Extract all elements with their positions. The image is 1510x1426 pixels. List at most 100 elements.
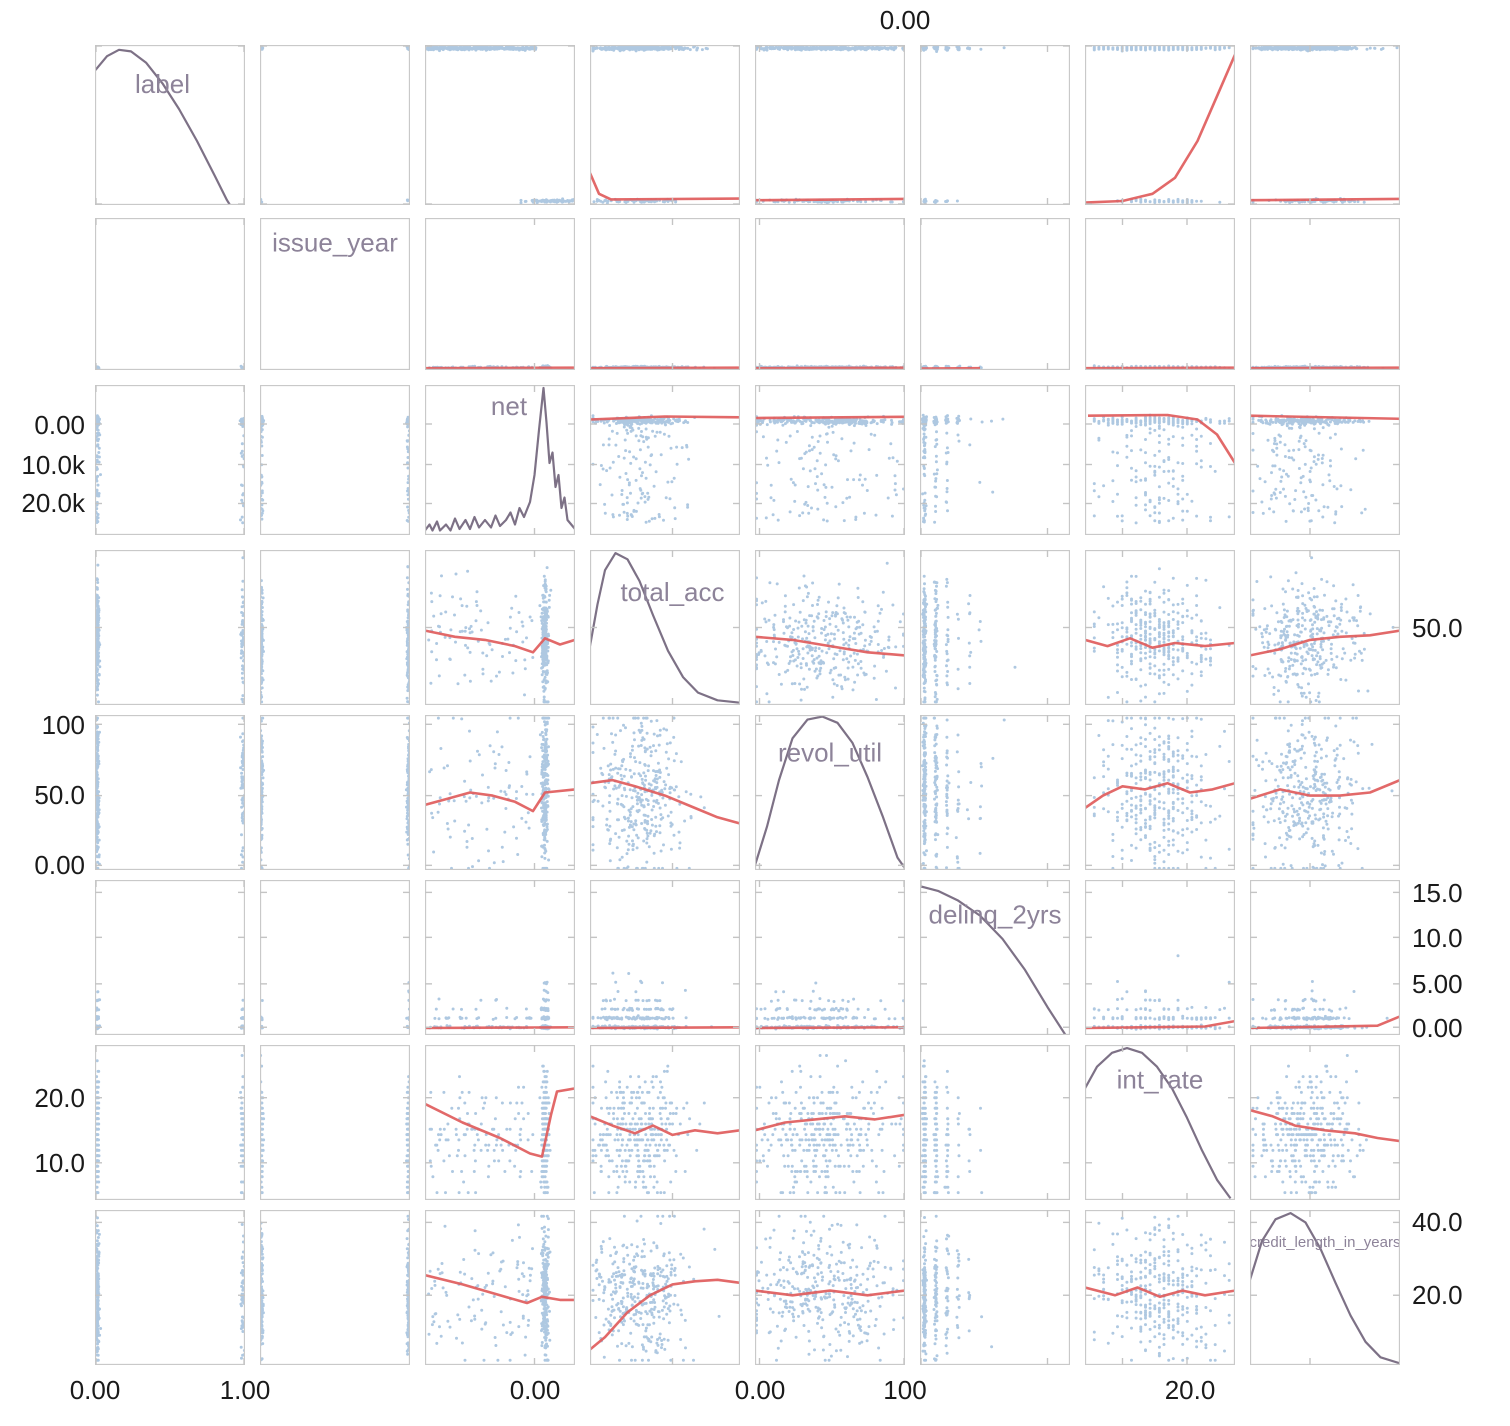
trend-line bbox=[1085, 637, 1235, 649]
matrix-cell-total_acc-vs-label bbox=[95, 550, 245, 705]
cell-border bbox=[755, 715, 905, 870]
trend-line bbox=[590, 1026, 740, 1030]
matrix-cell-int_rate-vs-delinq_2yrs bbox=[920, 1045, 1070, 1200]
matrix-cell-delinq_2yrs-vs-net bbox=[425, 880, 575, 1035]
cell-border bbox=[95, 1210, 245, 1365]
trend-line bbox=[425, 629, 575, 654]
trend-line bbox=[1250, 197, 1400, 202]
matrix-cell-delinq_2yrs-vs-int_rate bbox=[1085, 880, 1235, 1035]
scatter-points bbox=[425, 45, 575, 205]
trend-line bbox=[755, 1289, 905, 1297]
cell-border bbox=[1085, 715, 1235, 870]
matrix-cell-credit_length_in_years-vs-label bbox=[95, 1210, 245, 1365]
cell-border bbox=[920, 218, 1070, 370]
cell-border bbox=[1085, 1210, 1235, 1365]
cell-border bbox=[590, 45, 740, 205]
cell-border bbox=[95, 218, 245, 370]
matrix-cell-total_acc-vs-issue_year bbox=[260, 550, 410, 705]
matrix-cell-int_rate-vs-revol_util bbox=[755, 1045, 905, 1200]
matrix-cell-label-vs-total_acc bbox=[590, 45, 740, 205]
trend-line bbox=[425, 366, 575, 370]
cell-border bbox=[920, 1210, 1070, 1365]
scatter-points bbox=[428, 980, 552, 1031]
matrix-cell-revol_util-vs-int_rate bbox=[1085, 715, 1235, 870]
scatter-points bbox=[428, 716, 551, 870]
matrix-cell-revol_util-vs-issue_year bbox=[260, 715, 410, 870]
scatter-points bbox=[95, 716, 245, 870]
scatter-points bbox=[1251, 1054, 1368, 1195]
matrix-cell-revol_util-vs-delinq_2yrs bbox=[920, 715, 1070, 870]
trend-line bbox=[1250, 1015, 1400, 1030]
trend-line bbox=[755, 197, 905, 202]
matrix-cell-credit_length_in_years-vs-issue_year bbox=[260, 1210, 410, 1365]
scatter-points bbox=[1092, 954, 1231, 1031]
cell-border bbox=[920, 715, 1070, 870]
trend-line bbox=[590, 172, 740, 201]
axis-tick-label-right: 50.0 bbox=[1412, 613, 1463, 643]
matrix-cell-credit_length_in_years-vs-net bbox=[425, 1210, 575, 1365]
matrix-cell-issue_year-vs-net bbox=[425, 218, 575, 370]
matrix-cell-total_acc-vs-net bbox=[425, 550, 575, 705]
cell-border bbox=[260, 715, 410, 870]
matrix-cell-delinq_2yrs-vs-issue_year bbox=[260, 880, 410, 1035]
cell-border bbox=[95, 550, 245, 705]
matrix-cell-net-vs-issue_year bbox=[260, 385, 410, 535]
matrix-cell-credit_length_in_years-vs-int_rate bbox=[1085, 1210, 1235, 1365]
variable-label-total_acc: total_acc bbox=[620, 577, 724, 607]
variable-label-delinq_2yrs: delinq_2yrs bbox=[929, 899, 1062, 929]
scatter-points bbox=[591, 1064, 706, 1195]
trend-line bbox=[1085, 781, 1235, 810]
matrix-cell-net-vs-total_acc bbox=[590, 385, 740, 535]
scatter-points bbox=[591, 971, 713, 1031]
scatter-points bbox=[921, 1214, 994, 1362]
cell-border bbox=[1085, 45, 1235, 205]
axis-tick-label-left: 20.0 bbox=[34, 1083, 85, 1113]
matrix-cell-delinq_2yrs-vs-revol_util bbox=[755, 880, 905, 1035]
scatter-points bbox=[755, 561, 905, 704]
cell-border bbox=[755, 385, 905, 535]
scatter-points bbox=[260, 1054, 410, 1195]
cell-border bbox=[1085, 385, 1235, 535]
scatter-points bbox=[755, 981, 905, 1031]
trend-line bbox=[425, 788, 575, 813]
scatter-points bbox=[260, 1214, 410, 1362]
scatter-points bbox=[1092, 716, 1231, 870]
trend-line bbox=[425, 1026, 575, 1030]
scatter-points bbox=[755, 1214, 905, 1362]
scatter-points bbox=[1251, 414, 1371, 525]
scatter-points bbox=[591, 414, 697, 524]
cell-border bbox=[1085, 880, 1235, 1035]
trend-line bbox=[590, 1278, 740, 1351]
scatter-points bbox=[260, 565, 410, 704]
cell-border bbox=[755, 550, 905, 705]
matrix-cell-net-vs-int_rate bbox=[1085, 385, 1235, 535]
trend-line bbox=[425, 1273, 575, 1305]
cell-border bbox=[425, 880, 575, 1035]
cell-border bbox=[95, 1045, 245, 1200]
matrix-cell-total_acc-vs-credit_length_in_years bbox=[1250, 550, 1400, 705]
trend-line bbox=[1250, 778, 1400, 800]
cell-border bbox=[1250, 715, 1400, 870]
trend-line bbox=[1085, 54, 1235, 204]
axis-tick-label-right: 40.0 bbox=[1412, 1207, 1463, 1237]
matrix-cell-delinq_2yrs-vs-label bbox=[95, 880, 245, 1035]
variable-label-label: label bbox=[135, 69, 190, 99]
cell-border bbox=[755, 45, 905, 205]
cell-border bbox=[590, 385, 740, 535]
axis-tick-label-right: 5.00 bbox=[1412, 969, 1463, 999]
cell-border bbox=[1250, 880, 1400, 1035]
matrix-cell-revol_util-vs-credit_length_in_years bbox=[1250, 715, 1400, 870]
variable-label-net: net bbox=[491, 391, 528, 421]
scatter-points bbox=[1251, 556, 1395, 704]
cell-border bbox=[590, 218, 740, 370]
axis-tick-label-bottom: 0.00 bbox=[509, 1375, 561, 1405]
axis-tick-label-left: 100 bbox=[41, 710, 85, 740]
scatter-points bbox=[920, 1059, 984, 1195]
cell-border bbox=[260, 550, 410, 705]
variable-label-int_rate: int_rate bbox=[1117, 1064, 1204, 1094]
scatter-points bbox=[260, 45, 410, 204]
matrix-cell-int_rate-vs-int_rate: int_rate bbox=[1085, 1045, 1235, 1200]
cell-border bbox=[1250, 1210, 1400, 1365]
axis-tick-label-right: 10.0 bbox=[1412, 923, 1463, 953]
